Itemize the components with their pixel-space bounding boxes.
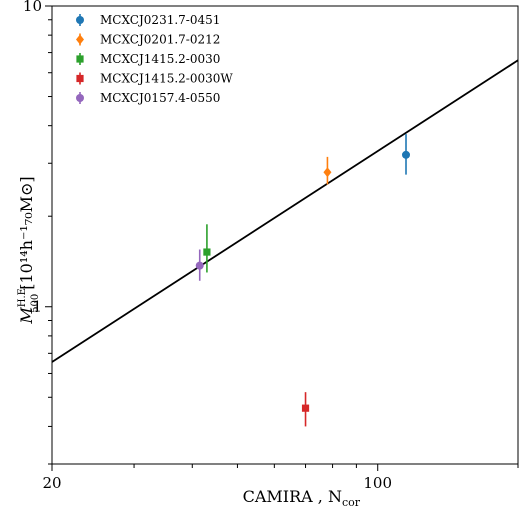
y-axis-label-units: [10¹⁴h⁻¹₇₀M⊙] [17,176,36,289]
data-point [203,248,211,256]
y-tick-label: 10 [23,0,42,15]
legend-marker [76,74,84,83]
plot-frame [51,5,519,465]
legend-label: MCXCJ0157.4-0550 [100,91,220,105]
data-points [195,134,411,427]
y-tick-label: 1 [32,298,42,316]
legend-marker [76,16,84,24]
y-axis-label-sub: 500 [30,294,41,313]
y-axis-label-main: M [17,307,36,325]
data-point [402,150,411,159]
x-tick-label: 100 [363,474,392,492]
data-point [195,261,204,270]
legend-label: MCXCJ1415.2-0030W [100,72,233,86]
data-point [323,167,332,178]
x-axis-label-sub: cor [342,496,361,509]
x-axis-label: CAMIRA , Ncor [243,487,361,509]
axis-ticks: 20 100 1 10 [23,0,519,492]
legend-label: MCXCJ0231.7-0451 [100,13,220,27]
legend-marker [76,94,84,102]
x-axis-label-main: CAMIRA , N [243,487,342,506]
y-axis-label-sup: H.E. [17,285,28,307]
legend: MCXCJ0231.7-0451 MCXCJ0201.7-0212 MCXCJ141… [76,13,233,105]
data-point [301,404,310,412]
fit-line [51,59,519,363]
x-tick-label: 20 [42,474,61,492]
legend-marker [76,55,84,63]
legend-label: MCXCJ0201.7-0212 [100,33,220,47]
y-axis-label: MH.E. 500 [10¹⁴h⁻¹₇₀M⊙] [17,176,41,324]
legend-label: MCXCJ1415.2-0030 [100,52,220,66]
legend-marker [76,34,84,45]
